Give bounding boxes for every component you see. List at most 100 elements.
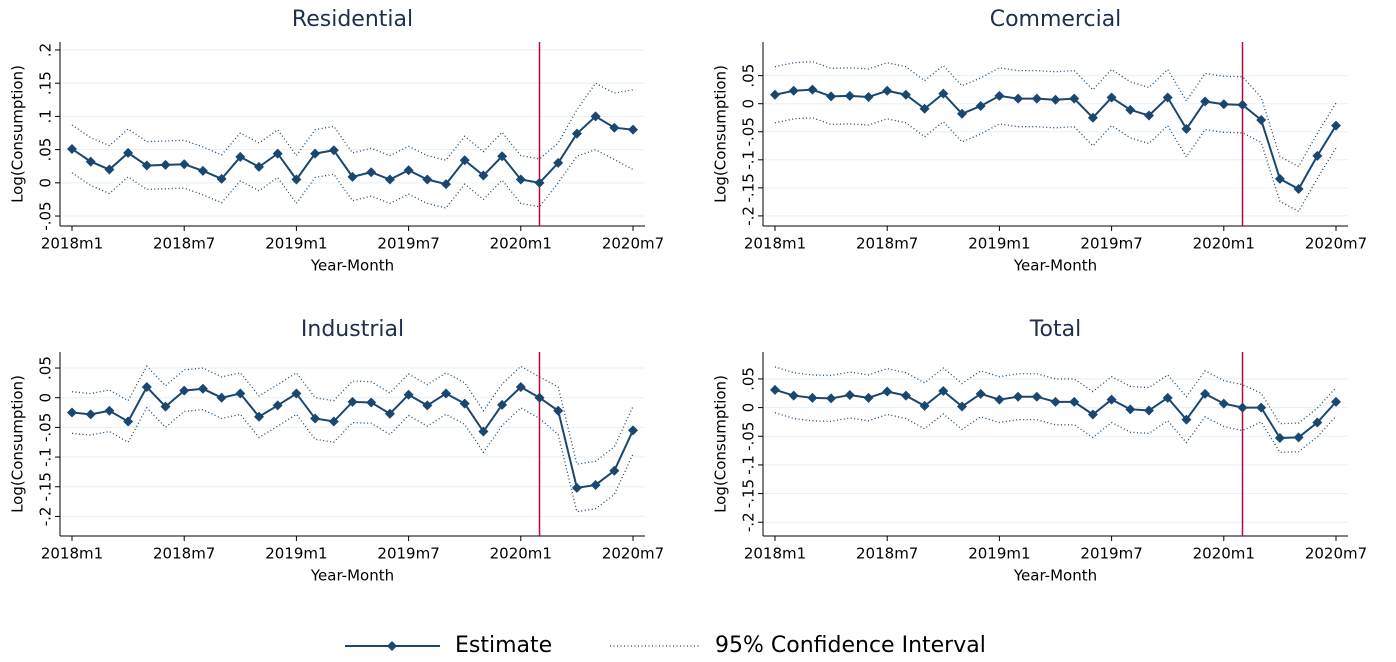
estimate-marker [900, 390, 911, 401]
x-axis-label: Year-Month [310, 567, 394, 585]
estimate-marker [328, 416, 339, 427]
estimate-marker [1162, 392, 1173, 403]
estimate-marker [478, 170, 489, 181]
estimate-marker [1218, 99, 1229, 110]
estimate-marker [85, 409, 96, 420]
estimate-marker [441, 388, 451, 399]
estimate-marker [628, 124, 638, 135]
estimate-marker [609, 122, 620, 133]
y-tick-label: 0 [37, 393, 55, 403]
estimate-marker [197, 383, 208, 394]
estimate-marker [957, 108, 967, 119]
y-tick-label: -.2 [740, 206, 758, 226]
estimate-marker [123, 416, 134, 427]
estimate-marker [216, 392, 227, 403]
estimate-marker [553, 157, 564, 168]
estimate-marker [844, 389, 855, 400]
estimate-marker [497, 399, 508, 410]
y-tick-label: -.1 [740, 455, 758, 475]
y-tick-label: -.2 [740, 512, 758, 532]
estimate-marker [235, 388, 246, 399]
estimate-marker [1181, 123, 1192, 134]
y-tick-label: -.05 [37, 201, 55, 230]
estimate-marker [1218, 398, 1229, 409]
estimate-marker [141, 160, 152, 171]
estimate-marker [1031, 391, 1042, 402]
estimate-marker [1237, 99, 1248, 110]
estimate-marker [85, 156, 96, 167]
estimate-marker [179, 385, 190, 396]
y-axis-label: Log(Consumption) [9, 65, 27, 203]
estimate-marker [310, 413, 321, 424]
ci-line [71, 82, 634, 161]
estimate-marker [179, 159, 190, 170]
estimate-marker [534, 392, 545, 403]
chart-title: Commercial [990, 7, 1122, 32]
y-axis-label: Log(Consumption) [712, 375, 730, 513]
estimate-marker [1256, 114, 1267, 125]
estimate-marker [994, 394, 1005, 405]
estimate-marker [497, 151, 508, 162]
estimate-marker [384, 174, 395, 185]
estimate-marker [104, 405, 115, 416]
y-tick-label: 0 [740, 99, 758, 109]
x-tick-label: 2020m7 [602, 545, 664, 563]
estimate-marker [571, 482, 582, 493]
estimate-marker [1331, 396, 1341, 407]
x-tick-label: 2020m7 [1305, 235, 1367, 253]
estimate-marker [1144, 405, 1154, 416]
estimate-marker [197, 165, 208, 176]
estimate-marker [1312, 150, 1323, 161]
x-tick-label: 2018m1 [744, 235, 806, 253]
estimate-marker [403, 165, 414, 176]
estimate-marker [919, 103, 930, 114]
y-tick-label: -.15 [740, 173, 758, 202]
estimate-marker [1087, 409, 1098, 420]
x-tick-label: 2018m7 [153, 235, 215, 253]
estimate-marker [1274, 173, 1285, 184]
estimate-marker [328, 145, 339, 156]
estimate-marker [770, 384, 780, 395]
legend-label: 95% Confidence Interval [715, 633, 986, 658]
estimate-marker [1069, 396, 1080, 407]
x-tick-label: 2020m1 [490, 545, 552, 563]
y-tick-label: .2 [37, 43, 55, 57]
estimate-marker [1031, 93, 1042, 104]
y-tick-label: -.05 [740, 117, 758, 146]
x-tick-label: 2018m7 [856, 545, 918, 563]
estimate-marker [1125, 104, 1136, 115]
estimate-marker [141, 382, 152, 393]
estimate-marker [422, 174, 433, 185]
estimate-marker [938, 88, 949, 99]
estimate-marker [938, 385, 949, 396]
estimate-marker [160, 401, 171, 412]
estimate-marker [347, 396, 358, 407]
y-tick-label: -.05 [740, 422, 758, 451]
estimate-marker [1200, 96, 1211, 107]
x-tick-label: 2018m1 [41, 235, 103, 253]
x-tick-label: 2019m1 [968, 235, 1030, 253]
estimate-marker [900, 89, 911, 100]
x-tick-label: 2019m7 [377, 235, 439, 253]
x-tick-label: 2020m1 [1193, 235, 1255, 253]
estimate-marker [590, 479, 601, 490]
estimate-marker [422, 400, 433, 411]
estimate-marker [957, 401, 967, 412]
estimate-marker [628, 425, 638, 436]
y-tick-label: -.05 [37, 413, 55, 442]
estimate-marker [882, 85, 893, 96]
x-tick-label: 2019m7 [1080, 545, 1142, 563]
y-tick-label: .05 [37, 356, 55, 380]
estimate-marker [863, 392, 874, 403]
estimate-marker [235, 151, 246, 162]
x-tick-label: 2020m1 [490, 235, 552, 253]
estimate-marker [788, 390, 799, 401]
estimate-marker [160, 159, 171, 170]
estimate-marker [254, 411, 264, 422]
y-tick-label: -.1 [740, 150, 758, 170]
x-tick-label: 2018m7 [856, 235, 918, 253]
x-tick-label: 2018m1 [41, 545, 103, 563]
x-tick-label: 2018m7 [153, 545, 215, 563]
estimate-marker [1181, 414, 1192, 425]
